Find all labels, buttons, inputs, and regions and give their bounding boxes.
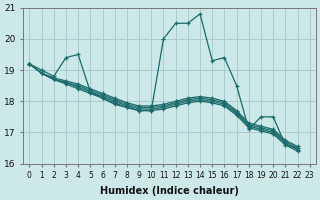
X-axis label: Humidex (Indice chaleur): Humidex (Indice chaleur)	[100, 186, 239, 196]
